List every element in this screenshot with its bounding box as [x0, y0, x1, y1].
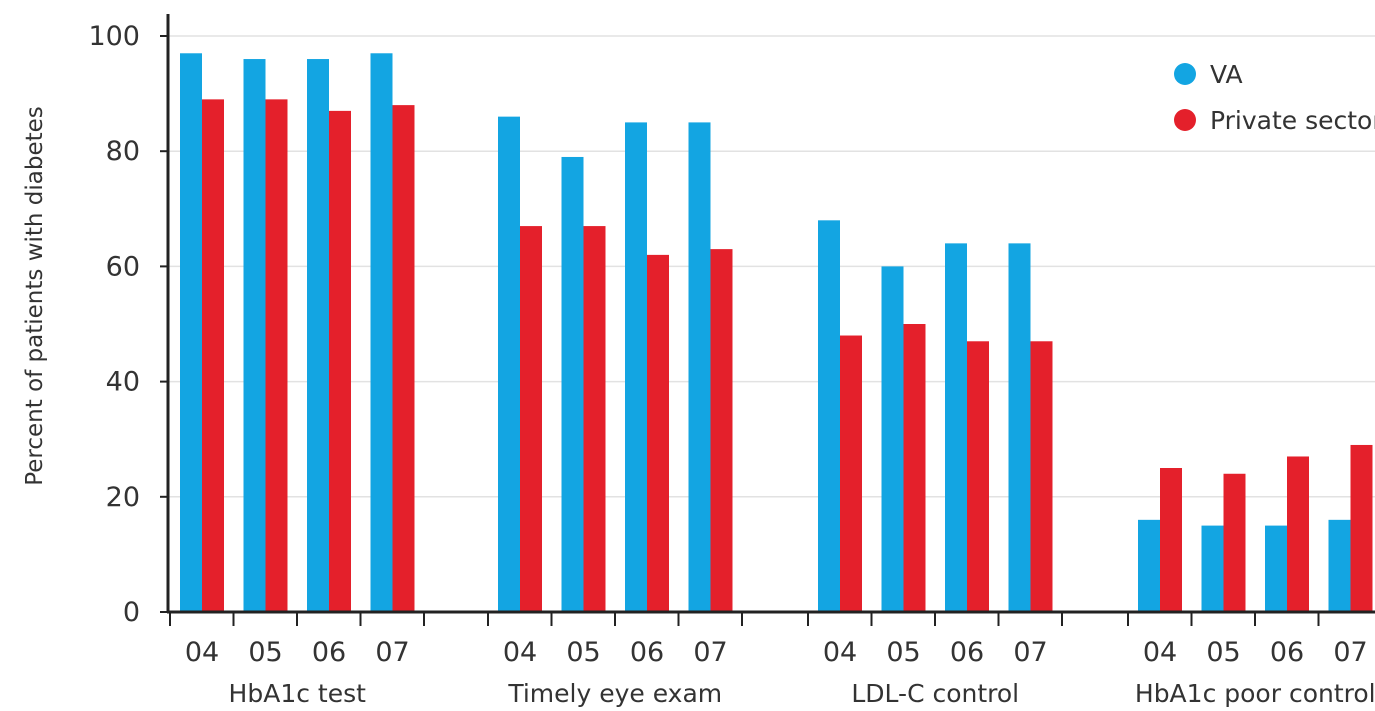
bar-va: [945, 243, 967, 613]
bar-va: [243, 59, 266, 613]
bar-private-sector: [1160, 468, 1182, 612]
group-labels: HbA1c test Timely eye exam LDL-C control Hb…: [229, 679, 1375, 708]
bar-private-sector: [710, 249, 733, 612]
x-tick-label: 05: [248, 637, 282, 668]
legend: VA Private sector: [1174, 60, 1375, 135]
bar-private-sector: [392, 105, 415, 613]
bar-va: [818, 220, 840, 612]
bars: [180, 53, 1373, 613]
x-tick-label: 07: [1013, 637, 1047, 668]
bar-va: [180, 53, 202, 612]
x-tick-label: 06: [630, 637, 664, 668]
bar-private-sector: [1030, 341, 1053, 612]
bar-va: [881, 266, 904, 612]
bar-va: [307, 59, 329, 613]
y-tick-label: 40: [106, 367, 140, 398]
x-tick-label: 06: [312, 637, 346, 668]
bar-private-sector: [520, 226, 542, 612]
bar-va: [1201, 525, 1224, 612]
x-tick-label: 04: [823, 637, 857, 668]
x-tick-label: 06: [950, 637, 984, 668]
y-tick-label: 60: [106, 251, 140, 282]
bar-private-sector: [1287, 456, 1309, 612]
bar-private-sector: [1350, 444, 1373, 612]
x-tick-label: 05: [886, 637, 920, 668]
bar-private-sector: [840, 335, 862, 612]
bar-private-sector: [1223, 473, 1246, 612]
bar-va: [625, 122, 647, 613]
bar-va: [498, 116, 520, 612]
legend-label-va: VA: [1210, 60, 1243, 89]
x-tick-label: 07: [1333, 637, 1367, 668]
y-axis-label: Percent of patients with diabetes: [22, 106, 48, 486]
legend-swatch-private-sector: [1174, 109, 1196, 131]
group-label: HbA1c test: [229, 679, 367, 708]
bar-va: [1328, 519, 1351, 612]
bar-private-sector: [329, 110, 351, 612]
bar-va: [1008, 243, 1031, 613]
bar-va: [1138, 519, 1160, 612]
bar-private-sector: [967, 341, 989, 612]
bar-private-sector: [265, 99, 288, 613]
x-tick-label: 04: [185, 637, 219, 668]
bar-va: [370, 53, 393, 612]
x-tick-label: 07: [693, 637, 727, 668]
x-tick-label: 07: [375, 637, 409, 668]
y-tick-labels: 0 20 40 60 80 100: [88, 21, 140, 628]
x-tick-label: 04: [503, 637, 537, 668]
x-tick-label: 04: [1143, 637, 1177, 668]
bar-private-sector: [903, 324, 926, 612]
y-tick-label: 0: [123, 597, 140, 628]
group-label: Timely eye exam: [507, 679, 722, 708]
bar-private-sector: [647, 254, 669, 612]
x-tick-labels: 04 05 06 07 04 05 06 07 04 05 06 07 04 05 06 07: [185, 637, 1368, 668]
axes: [160, 14, 1375, 626]
group-label: HbA1c poor control: [1135, 679, 1375, 708]
legend-swatch-va: [1174, 63, 1196, 85]
bar-va: [561, 156, 584, 612]
x-tick-label: 06: [1270, 637, 1304, 668]
x-tick-label: 05: [1206, 637, 1240, 668]
bar-private-sector: [202, 99, 224, 613]
legend-label-private-sector: Private sector: [1210, 106, 1375, 135]
bar-va: [688, 122, 711, 613]
bar-va: [1265, 525, 1287, 612]
y-tick-label: 80: [106, 136, 140, 167]
group-label: LDL-C control: [851, 679, 1019, 708]
y-tick-label: 20: [106, 482, 140, 513]
x-tick-label: 05: [566, 637, 600, 668]
y-tick-label: 100: [88, 21, 140, 52]
bar-private-sector: [583, 226, 606, 612]
